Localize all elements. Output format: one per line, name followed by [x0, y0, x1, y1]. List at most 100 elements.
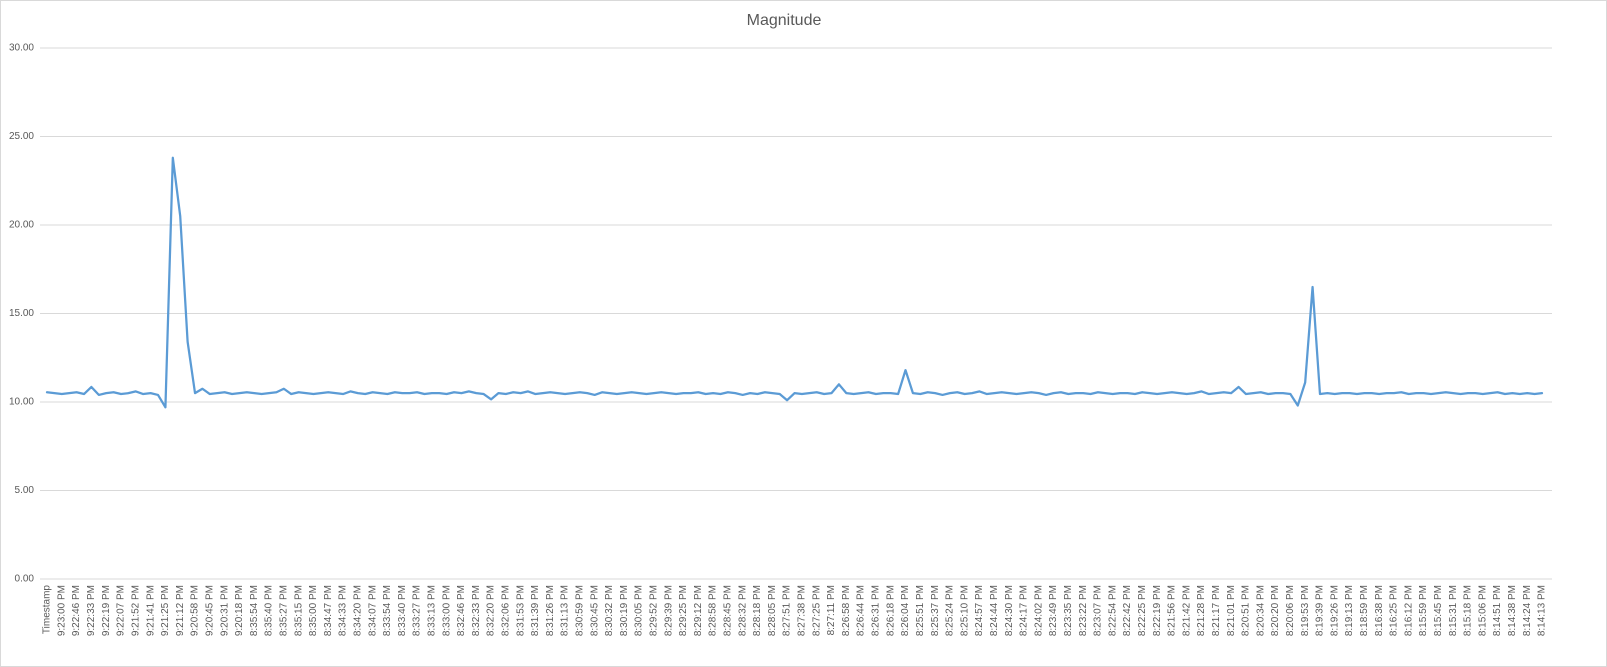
x-tick-label: 8:27:51 PM [782, 585, 793, 636]
x-tick-label: 8:33:27 PM [412, 585, 423, 636]
x-tick-label: 8:21:56 PM [1167, 585, 1178, 636]
x-tick-label: 8:35:27 PM [278, 585, 289, 636]
y-tick-label: 0.00 [15, 574, 35, 585]
chart-title: Magnitude [747, 12, 822, 29]
x-tick-label: 8:28:05 PM [767, 585, 778, 636]
x-tick-label: 8:24:17 PM [1019, 585, 1030, 636]
x-tick-label: 9:22:19 PM [101, 585, 112, 636]
x-tick-label: 8:25:51 PM [915, 585, 926, 636]
x-tick-label: 8:31:26 PM [545, 585, 556, 636]
x-tick-label: 8:21:42 PM [1181, 585, 1192, 636]
x-tick-label: 8:32:33 PM [471, 585, 482, 636]
x-tick-label: 8:31:53 PM [515, 585, 526, 636]
x-tick-label: 8:18:59 PM [1359, 585, 1370, 636]
x-tick-label: 8:19:26 PM [1329, 585, 1340, 636]
x-tick-label: 8:28:58 PM [708, 585, 719, 636]
x-tick-label: 8:15:06 PM [1477, 585, 1488, 636]
y-tick-label: 5.00 [15, 485, 35, 496]
x-tick-label: 8:22:54 PM [1107, 585, 1118, 636]
x-tick-label: 8:27:11 PM [826, 585, 837, 635]
x-tick-label: 8:34:47 PM [323, 585, 334, 636]
x-tick-label: 8:26:58 PM [841, 585, 852, 636]
x-tick-label: 8:31:13 PM [560, 585, 571, 636]
x-tick-label: 8:33:13 PM [426, 585, 437, 636]
x-tick-label: 9:23:00 PM [56, 585, 67, 636]
x-tick-label: 8:30:05 PM [634, 585, 645, 636]
x-tick-label: 8:33:40 PM [397, 585, 408, 636]
x-tick-label: 8:29:52 PM [649, 585, 660, 636]
x-tick-label: 8:29:12 PM [693, 585, 704, 636]
x-tick-label: 8:35:54 PM [249, 585, 260, 636]
x-tick-label: 8:20:20 PM [1270, 585, 1281, 636]
x-tick-label: 9:21:52 PM [130, 585, 141, 636]
x-tick-label: 9:22:07 PM [116, 585, 127, 636]
x-tick-label: Timestamp [42, 585, 53, 635]
x-tick-label: 8:31:39 PM [530, 585, 541, 636]
y-tick-label: 10.00 [9, 397, 34, 408]
x-tick-label: 9:22:33 PM [86, 585, 97, 636]
x-tick-label: 8:20:51 PM [1241, 585, 1252, 636]
x-tick-label: 8:27:38 PM [797, 585, 808, 636]
x-tick-label: 8:34:07 PM [367, 585, 378, 636]
x-tick-label: 8:34:33 PM [338, 585, 349, 636]
x-tick-label: 8:30:59 PM [575, 585, 586, 636]
x-tick-label: 8:16:25 PM [1389, 585, 1400, 636]
x-tick-label: 8:21:17 PM [1211, 585, 1222, 636]
x-tick-label: 8:30:45 PM [589, 585, 600, 636]
x-tick-label: 8:14:13 PM [1537, 585, 1548, 636]
x-tick-label: 8:32:20 PM [486, 585, 497, 636]
x-tick-label: 8:23:35 PM [1063, 585, 1074, 636]
x-tick-label: 8:30:32 PM [604, 585, 615, 636]
x-tick-label: 9:21:12 PM [175, 585, 186, 636]
x-tick-label: 8:33:54 PM [382, 585, 393, 636]
x-tick-label: 8:16:38 PM [1374, 585, 1385, 636]
x-tick-label: 9:20:31 PM [219, 585, 230, 636]
x-tick-label: 8:15:31 PM [1448, 585, 1459, 636]
x-tick-label: 8:22:25 PM [1137, 585, 1148, 636]
y-tick-label: 30.00 [9, 43, 34, 54]
x-tick-label: 8:28:18 PM [752, 585, 763, 636]
y-tick-label: 20.00 [9, 220, 34, 231]
data-line [45, 156, 1544, 409]
x-tick-label: 8:15:18 PM [1463, 585, 1474, 636]
x-tick-label: 8:24:30 PM [1004, 585, 1015, 636]
x-tick-label: 8:26:18 PM [885, 585, 896, 636]
x-tick-label: 9:20:45 PM [204, 585, 215, 636]
x-tick-label: 8:23:22 PM [1078, 585, 1089, 636]
x-tick-label: 8:26:04 PM [900, 585, 911, 636]
x-tick-label: 8:20:06 PM [1285, 585, 1296, 636]
x-tick-label: 8:20:34 PM [1255, 585, 1266, 636]
x-tick-label: 9:21:25 PM [160, 585, 171, 636]
x-tick-label: 8:30:19 PM [619, 585, 630, 636]
x-tick-label: 8:15:59 PM [1418, 585, 1429, 636]
x-tick-label: 9:20:18 PM [234, 585, 245, 636]
x-tick-label: 8:14:24 PM [1522, 585, 1533, 636]
x-tick-label: 8:21:01 PM [1226, 585, 1237, 636]
x-tick-label: 8:32:46 PM [456, 585, 467, 636]
x-tick-label: 8:25:37 PM [930, 585, 941, 636]
x-tick-label: 8:35:15 PM [293, 585, 304, 636]
x-tick-label: 8:24:57 PM [974, 585, 985, 636]
x-tick-label: 8:27:25 PM [811, 585, 822, 636]
x-tick-label: 8:16:12 PM [1403, 585, 1414, 636]
x-tick-label: 8:19:39 PM [1315, 585, 1326, 636]
x-tick-label: 8:19:53 PM [1300, 585, 1311, 636]
x-tick-label: 8:25:24 PM [945, 585, 956, 636]
x-tick-label: 9:21:41 PM [145, 585, 156, 636]
x-tick-label: 8:35:40 PM [264, 585, 275, 636]
y-tick-label: 15.00 [9, 308, 34, 319]
x-tick-label: 8:24:44 PM [989, 585, 1000, 636]
x-tick-label: 8:32:06 PM [501, 585, 512, 636]
x-tick-label: 8:14:51 PM [1492, 585, 1503, 636]
x-tick-label: 8:22:42 PM [1122, 585, 1133, 636]
x-tick-label: 9:20:58 PM [190, 585, 201, 636]
x-tick-label: 8:33:00 PM [441, 585, 452, 636]
x-tick-label: 8:15:45 PM [1433, 585, 1444, 636]
x-tick-label: 8:28:32 PM [737, 585, 748, 636]
x-tick-label: 8:19:13 PM [1344, 585, 1355, 636]
x-tick-label: 8:35:00 PM [308, 585, 319, 636]
x-tick-label: 8:28:45 PM [723, 585, 734, 636]
x-tick-label: 8:34:20 PM [352, 585, 363, 636]
